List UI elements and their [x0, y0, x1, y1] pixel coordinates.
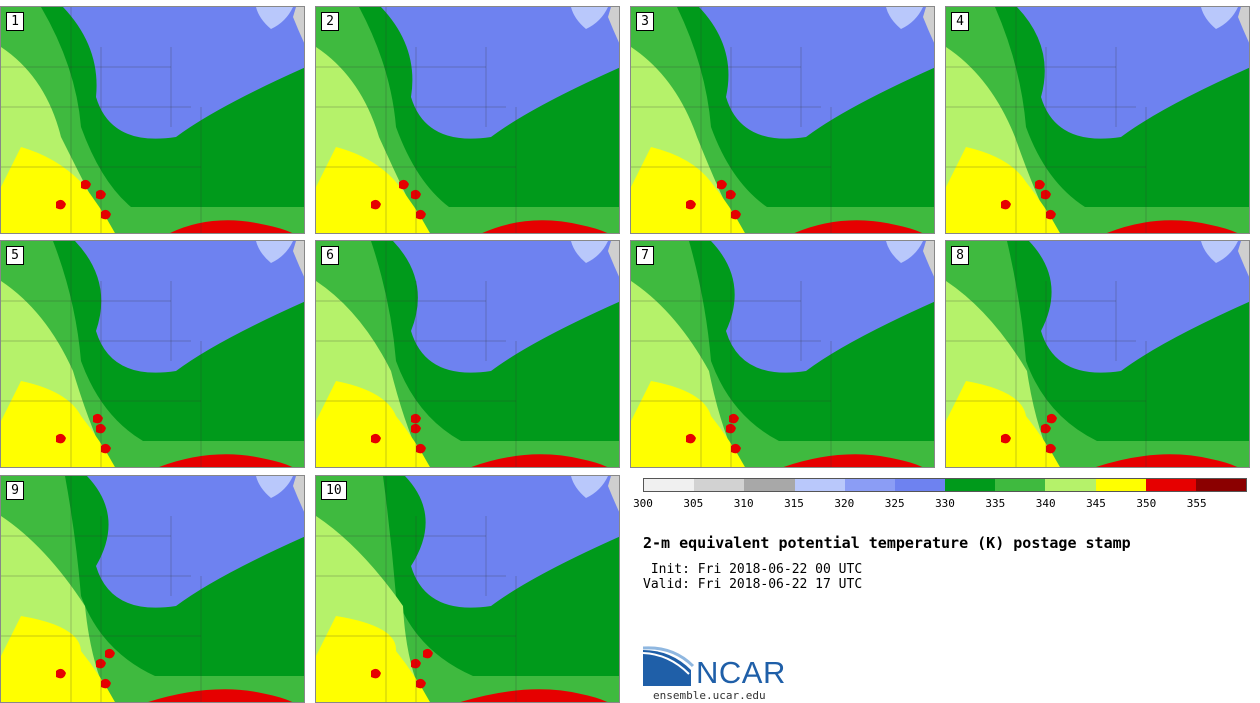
member-label: 3: [636, 12, 654, 31]
map-field: [631, 241, 934, 467]
init-time: Init: Fri 2018-06-22 00 UTC: [643, 562, 863, 577]
map-field: [316, 241, 619, 467]
map-field: [631, 7, 934, 233]
colorbar-tick-label: 325: [884, 497, 905, 510]
colorbar-swatch: [744, 479, 795, 491]
postage-stamp-map: 1: [0, 6, 305, 234]
map-field: [1, 7, 304, 233]
member-label: 7: [636, 246, 654, 265]
colorbar-tick-label: 315: [784, 497, 804, 510]
colorbar: [643, 478, 1247, 492]
colorbar-swatch: [1045, 479, 1096, 491]
member-label: 10: [321, 481, 347, 500]
map-field: [946, 7, 1249, 233]
colorbar-swatch: [945, 479, 996, 491]
figure-title: 2-m equivalent potential temperature (K)…: [643, 534, 1131, 552]
logo-url: ensemble.ucar.edu: [653, 689, 766, 702]
member-label: 9: [6, 481, 24, 500]
colorbar-swatch: [844, 479, 895, 491]
colorbar-swatch: [995, 479, 1046, 491]
colorbar-tick-label: 305: [683, 497, 704, 510]
colorbar-tick-labels: 300 305 310 315 320 325 330 335 340 345 350 355: [633, 497, 1247, 513]
postage-stamp-map: 2: [315, 6, 620, 234]
logo-wordmark: NCAR: [696, 655, 786, 690]
member-label: 6: [321, 246, 339, 265]
colorbar-swatch: [894, 479, 946, 491]
member-label: 4: [951, 12, 969, 31]
postage-stamp-map: 4: [945, 6, 1250, 234]
colorbar-swatch: [1095, 479, 1146, 491]
map-field: [1, 241, 304, 467]
colorbar-swatch: [794, 479, 845, 491]
colorbar-tick-label: 355: [1186, 497, 1207, 510]
colorbar-swatch: [644, 479, 695, 491]
colorbar-swatch: [694, 479, 745, 491]
member-label: 5: [6, 246, 24, 265]
postage-stamp-map: 9: [0, 475, 305, 703]
postage-stamp-map: 6: [315, 240, 620, 468]
colorbar-tick-label: 340: [1035, 497, 1056, 510]
colorbar-tick-label: 335: [985, 497, 1006, 510]
map-field: [316, 7, 619, 233]
valid-time: Valid: Fri 2018-06-22 17 UTC: [643, 577, 863, 592]
ncar-logo-icon: [643, 646, 695, 686]
map-field: [316, 476, 619, 702]
colorbar-tick-label: 345: [1086, 497, 1106, 510]
postage-stamp-map: 5: [0, 240, 305, 468]
postage-stamp-map: 10: [315, 475, 620, 703]
colorbar-tick-label: 350: [1136, 497, 1157, 510]
member-label: 8: [951, 246, 969, 265]
member-label: 1: [6, 12, 24, 31]
postage-stamp-map: 8: [945, 240, 1250, 468]
map-field: [1, 476, 304, 702]
colorbar-tick-label: 300: [633, 497, 653, 510]
colorbar-tick-label: 310: [733, 497, 754, 510]
colorbar-swatch: [1195, 479, 1247, 491]
colorbar-tick-label: 320: [834, 497, 855, 510]
postage-stamp-map: 7: [630, 240, 935, 468]
colorbar-swatch: [1145, 479, 1196, 491]
member-label: 2: [321, 12, 339, 31]
map-field: [946, 241, 1249, 467]
postage-stamp-map: 3: [630, 6, 935, 234]
colorbar-tick-label: 330: [935, 497, 955, 510]
